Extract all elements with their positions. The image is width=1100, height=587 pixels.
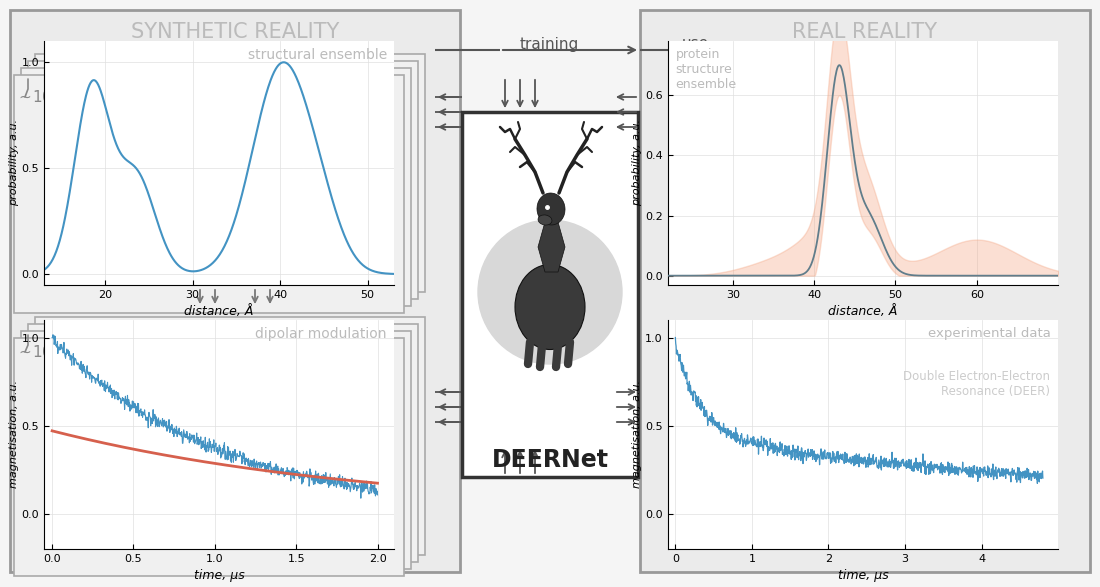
Text: use: use bbox=[681, 36, 708, 52]
Text: Double Electron-Electron
Resonance (DEER): Double Electron-Electron Resonance (DEER… bbox=[903, 370, 1050, 399]
Bar bbox=[10, 10, 460, 572]
Text: $\sim\!10^6$: $\sim\!10^6$ bbox=[16, 343, 59, 362]
Ellipse shape bbox=[537, 193, 565, 225]
Y-axis label: magnetisation, a.u.: magnetisation, a.u. bbox=[9, 380, 19, 488]
Bar bbox=[14, 338, 404, 576]
Text: protein
structure
ensemble: protein structure ensemble bbox=[675, 48, 737, 92]
Ellipse shape bbox=[515, 265, 585, 349]
Bar bbox=[14, 75, 404, 313]
X-axis label: distance, Å: distance, Å bbox=[184, 305, 254, 318]
Ellipse shape bbox=[538, 215, 552, 225]
Bar bbox=[35, 54, 425, 292]
Bar bbox=[28, 61, 418, 299]
Text: experimental data: experimental data bbox=[927, 327, 1050, 340]
X-axis label: time, μs: time, μs bbox=[194, 569, 244, 582]
Y-axis label: probability, a.u.: probability, a.u. bbox=[632, 119, 642, 207]
Bar bbox=[21, 68, 411, 306]
Bar bbox=[640, 10, 1090, 572]
Text: dipolar modulation: dipolar modulation bbox=[255, 327, 387, 341]
Y-axis label: magnetisation, a.u.: magnetisation, a.u. bbox=[632, 380, 642, 488]
Bar bbox=[35, 317, 425, 555]
Polygon shape bbox=[538, 222, 565, 272]
Text: $\sim\!10^6$: $\sim\!10^6$ bbox=[16, 87, 59, 106]
Text: DEERNet: DEERNet bbox=[492, 448, 608, 472]
Y-axis label: probability, a.u.: probability, a.u. bbox=[9, 119, 19, 207]
Text: structural ensemble: structural ensemble bbox=[248, 48, 387, 62]
Bar bbox=[21, 331, 411, 569]
Text: simulation: simulation bbox=[195, 275, 275, 289]
Text: REAL REALITY: REAL REALITY bbox=[792, 22, 937, 42]
Bar bbox=[28, 324, 418, 562]
Text: hard, unstable, ill-posed: hard, unstable, ill-posed bbox=[781, 263, 949, 277]
Text: training: training bbox=[519, 36, 579, 52]
X-axis label: distance, Å: distance, Å bbox=[828, 305, 898, 318]
Text: SYNTHETIC REALITY: SYNTHETIC REALITY bbox=[131, 22, 339, 42]
Bar bbox=[462, 112, 638, 477]
X-axis label: time, μs: time, μs bbox=[837, 569, 889, 582]
Circle shape bbox=[478, 220, 622, 364]
